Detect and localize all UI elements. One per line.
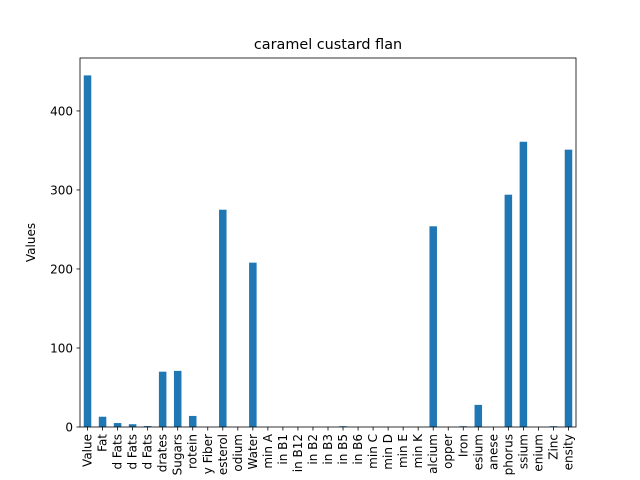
x-tick-label: phorus xyxy=(501,434,515,475)
chart-title: caramel custard flan xyxy=(254,37,402,53)
bar xyxy=(83,75,92,427)
x-tick-label: Sugars xyxy=(171,434,185,475)
x-tick-label: drates xyxy=(156,434,170,472)
bar xyxy=(158,371,167,427)
bar xyxy=(98,416,107,427)
y-tick-label: 200 xyxy=(50,262,73,276)
x-tick-label: in B6 xyxy=(351,434,365,465)
x-tick-label: min A xyxy=(261,433,275,468)
x-tick-label: anese xyxy=(486,434,500,470)
x-tick-label: d Fats xyxy=(141,434,155,470)
bar xyxy=(564,149,573,427)
x-tick-label: Zinc xyxy=(546,434,560,460)
x-tick-label: rotein xyxy=(186,434,200,469)
x-tick-label: opper xyxy=(441,434,455,469)
plot-frame xyxy=(79,57,577,428)
x-tick-label: d Fats xyxy=(111,434,125,470)
bar xyxy=(474,404,483,427)
x-tick-label: d Fats xyxy=(126,434,140,470)
x-tick-label: esium xyxy=(471,434,485,470)
bar xyxy=(188,415,197,427)
y-axis-ticks: 0 100 200 300 400 xyxy=(50,104,80,435)
x-tick-label: Value xyxy=(81,434,95,467)
y-tick-label: 300 xyxy=(50,183,73,197)
y-tick-label: 100 xyxy=(50,341,73,355)
x-tick-label: ssium xyxy=(516,434,530,469)
x-tick-label: enium xyxy=(531,434,545,472)
bar xyxy=(128,424,137,427)
bars xyxy=(83,75,573,427)
x-tick-label: Water xyxy=(246,434,260,470)
bar xyxy=(429,226,437,427)
x-tick-label: in B1 xyxy=(276,434,290,465)
bar xyxy=(173,370,182,427)
x-tick-label: ensity xyxy=(561,434,575,470)
bar xyxy=(113,423,122,427)
x-axis-ticks: Value Fat d Fats d Fats d Fats drates Sugars ro… xyxy=(81,427,575,475)
y-tick-label: 400 xyxy=(50,104,73,118)
bar xyxy=(219,209,227,427)
x-tick-label: min K xyxy=(411,433,425,468)
x-tick-label: in B3 xyxy=(321,434,335,465)
x-tick-label: min C xyxy=(366,434,380,469)
x-tick-label: in B12 xyxy=(291,434,305,472)
bar xyxy=(519,141,528,427)
bar xyxy=(249,262,257,427)
x-tick-label: Iron xyxy=(456,434,470,457)
y-tick-label: 0 xyxy=(65,421,73,435)
x-tick-label: esterol xyxy=(216,434,230,475)
bar xyxy=(504,194,513,427)
y-axis-label: Values xyxy=(24,223,38,262)
x-tick-label: in B2 xyxy=(306,434,320,465)
x-tick-label: y Fiber xyxy=(201,434,215,474)
x-tick-label: in B5 xyxy=(336,434,350,465)
x-tick-label: odium xyxy=(231,434,245,472)
bar xyxy=(143,426,152,427)
x-tick-label: Fat xyxy=(96,434,110,452)
x-tick-label: alcium xyxy=(426,434,440,474)
x-tick-label: min D xyxy=(381,434,395,470)
x-tick-label: min E xyxy=(396,434,410,468)
